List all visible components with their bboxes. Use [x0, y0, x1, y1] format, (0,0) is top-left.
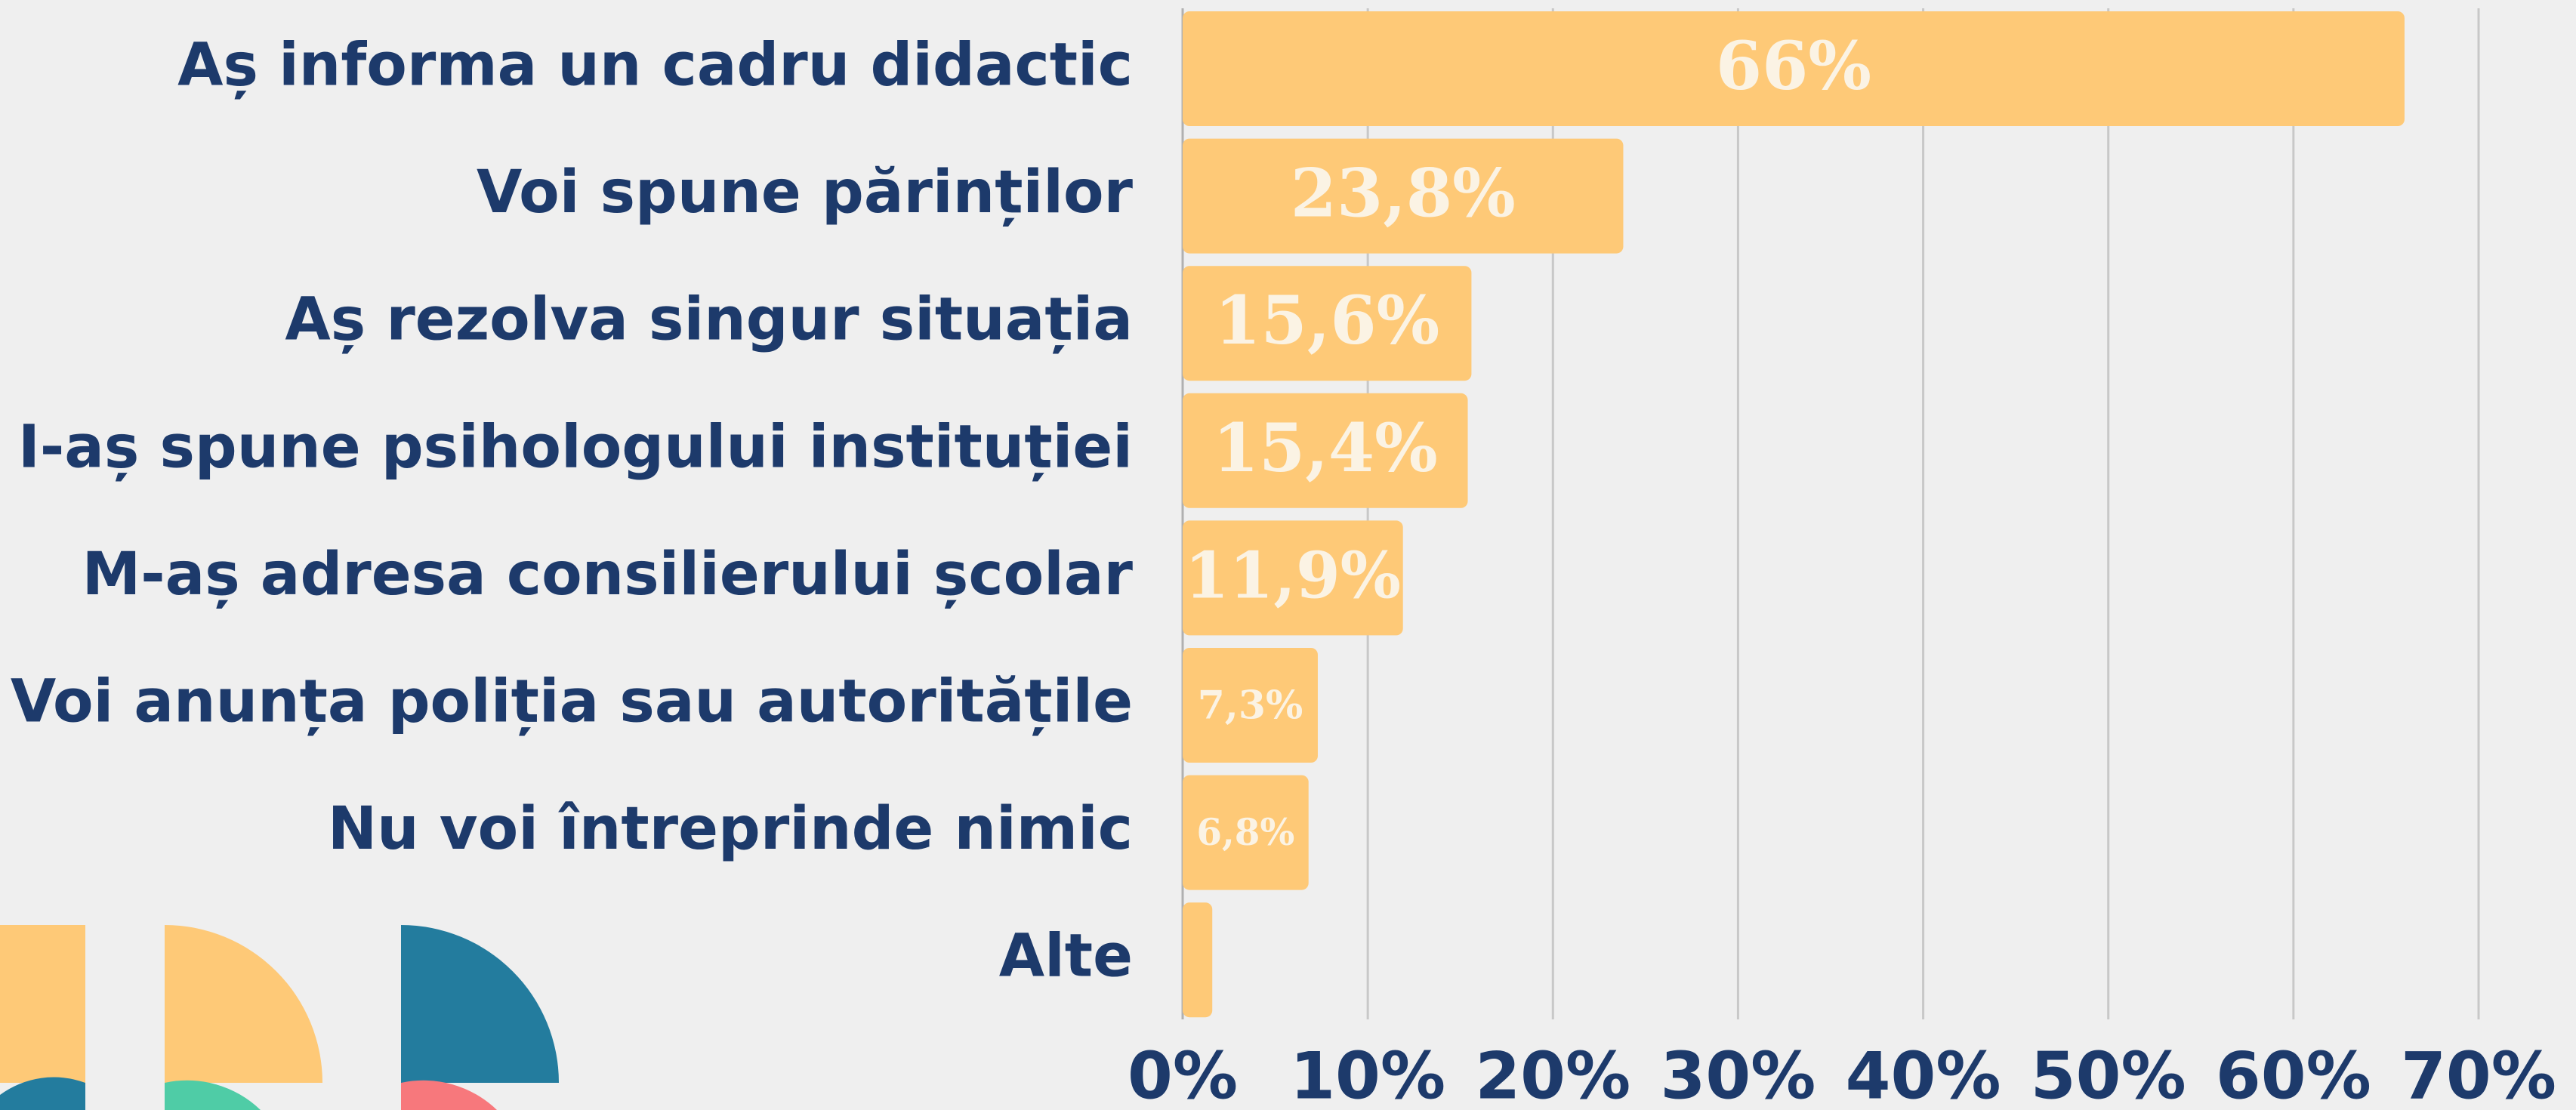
category-label: Nu voi întreprinde nimic — [328, 795, 1133, 863]
x-tick-label: 70% — [2401, 1038, 2556, 1110]
category-label: I-aș spune psihologului instituției — [18, 413, 1133, 481]
x-tick-label: 40% — [1846, 1038, 2001, 1110]
x-tick-label: 20% — [1475, 1038, 1630, 1110]
x-tick-label: 0% — [1128, 1038, 1238, 1110]
x-tick-label: 60% — [2216, 1038, 2371, 1110]
category-label: M-aș adresa consilierului școlar — [82, 541, 1134, 609]
value-label: 6,8% — [1196, 812, 1294, 854]
category-label: Aș rezolva singur situația — [285, 286, 1133, 354]
value-label: 15,4% — [1213, 409, 1438, 487]
bar — [1183, 902, 1212, 1017]
x-tick-label: 10% — [1290, 1038, 1445, 1110]
x-tick-label: 50% — [2031, 1038, 2186, 1110]
chart: 0% 10% 20% 30% 40% 50% 60% 70% Aș informa un cad… — [0, 0, 2576, 1110]
value-label: 23,8% — [1291, 154, 1516, 233]
deco-shape — [0, 925, 85, 1083]
value-label: 7,3% — [1198, 683, 1303, 729]
category-label: Voi anunța poliția sau autoritățile — [11, 668, 1133, 735]
value-label: 11,9% — [1185, 538, 1401, 612]
category-label: Alte — [999, 923, 1133, 991]
category-label: Aș informa un cadru didactic — [177, 31, 1133, 99]
value-label: 15,6% — [1214, 281, 1439, 359]
x-tick-label: 30% — [1660, 1038, 1816, 1110]
value-label: 66% — [1716, 26, 1871, 105]
category-label: Voi spune părinților — [477, 159, 1134, 227]
